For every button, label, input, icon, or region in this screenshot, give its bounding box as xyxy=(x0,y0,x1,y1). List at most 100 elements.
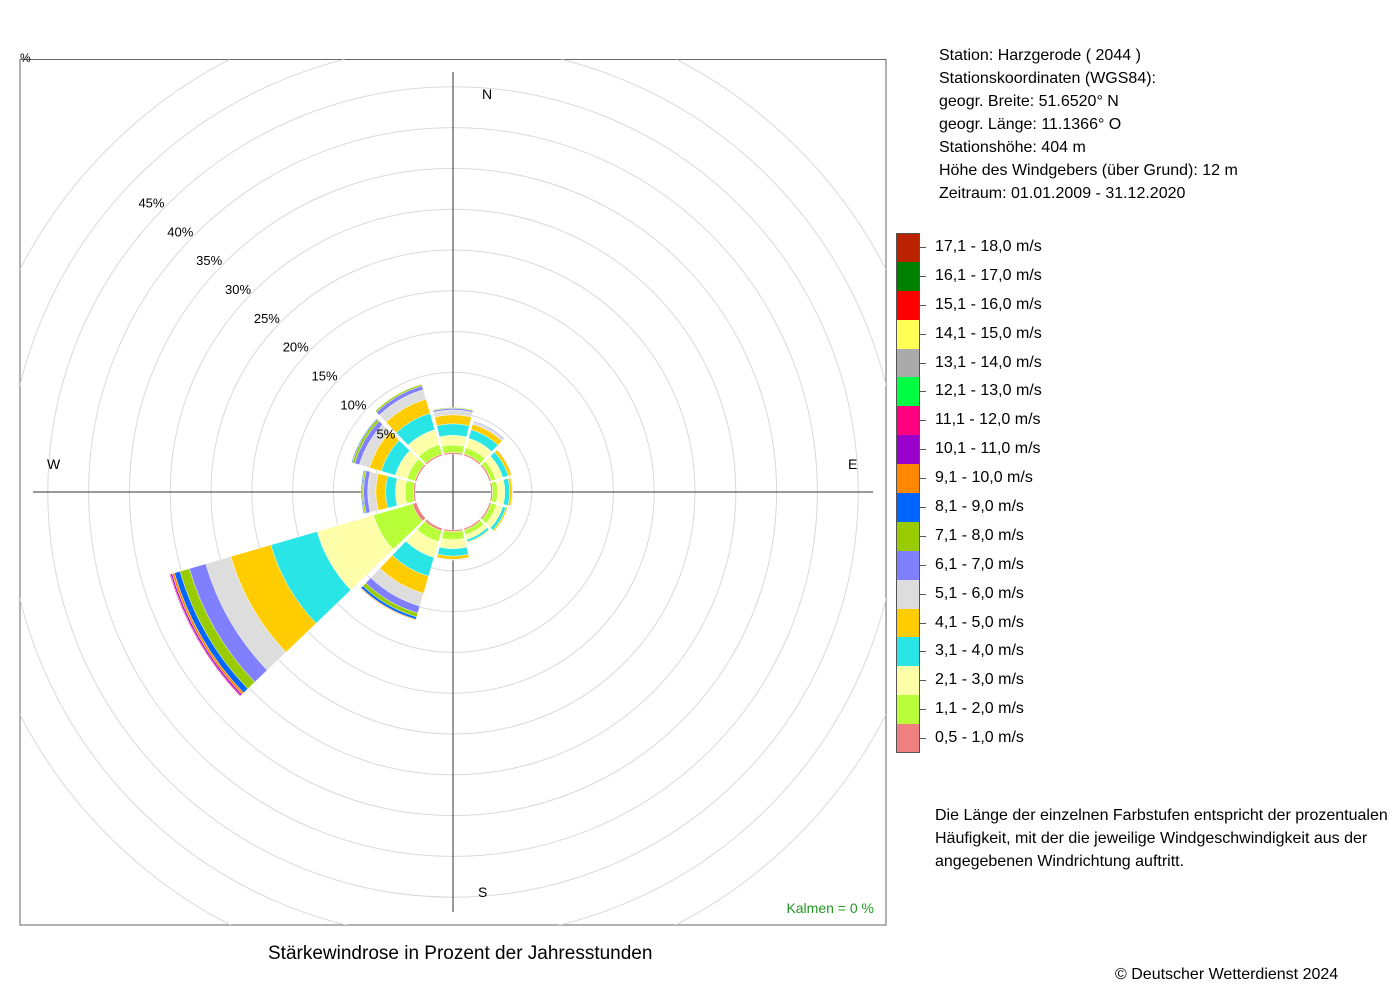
legend-item: 4,1 - 5,0 m/s xyxy=(896,608,1096,638)
wind-segment xyxy=(405,480,415,504)
legend-item: 12,1 - 13,0 m/s xyxy=(896,377,1096,407)
legend-item: 11,1 - 12,0 m/s xyxy=(896,406,1096,436)
wind-sector-30 xyxy=(463,420,505,465)
legend-item: 16,1 - 17,0 m/s xyxy=(896,261,1096,291)
legend-tick xyxy=(920,593,926,595)
legend-tick xyxy=(920,391,926,393)
legend-tick xyxy=(920,622,926,624)
radial-tick-label: 25% xyxy=(254,311,280,326)
wind-sector-90 xyxy=(489,477,514,507)
wind-sector-0 xyxy=(432,407,474,456)
legend-tick xyxy=(920,564,926,566)
legend-tick xyxy=(920,333,926,335)
legend-tick xyxy=(920,247,926,248)
legend-label: 16,1 - 17,0 m/s xyxy=(935,266,1042,284)
legend-label: 13,1 - 14,0 m/s xyxy=(935,353,1042,371)
legend-item: 3,1 - 4,0 m/s xyxy=(896,637,1096,667)
chart-title: Stärkewindrose in Prozent der Jahresstun… xyxy=(268,943,653,964)
wind-segment xyxy=(439,435,467,447)
wind-segment xyxy=(395,478,407,506)
legend-label: 3,1 - 4,0 m/s xyxy=(935,642,1024,660)
wind-segment xyxy=(351,418,378,463)
legend-tick xyxy=(920,680,926,682)
wind-segment xyxy=(360,587,417,621)
legend-label: 14,1 - 15,0 m/s xyxy=(935,324,1042,342)
legend-swatch xyxy=(896,579,920,609)
wind-segment xyxy=(360,469,365,515)
calm-label: Kalmen = 0 % xyxy=(786,900,874,916)
legend-tick xyxy=(920,478,926,480)
legend-label: 6,1 - 7,0 m/s xyxy=(935,555,1024,573)
legend-tick xyxy=(920,304,926,306)
legend-swatch xyxy=(896,521,920,551)
radial-unit-label: % xyxy=(20,51,31,65)
legend-label: 9,1 - 10,0 m/s xyxy=(935,469,1033,487)
legend-swatch xyxy=(896,290,920,320)
legend-label: 4,1 - 5,0 m/s xyxy=(935,613,1024,631)
legend-label: 11,1 - 12,0 m/s xyxy=(935,411,1041,429)
legend-swatch xyxy=(896,348,920,378)
legend-swatch xyxy=(896,464,920,494)
legend-swatch xyxy=(896,666,920,696)
legend-item: 5,1 - 6,0 m/s xyxy=(896,579,1096,609)
legend-item: 17,1 - 18,0 m/s xyxy=(896,233,1096,262)
radial-tick-label: 40% xyxy=(167,224,193,239)
legend-tick xyxy=(920,449,926,451)
legend-swatch xyxy=(896,377,920,407)
legend-swatch xyxy=(896,608,920,638)
legend-swatch xyxy=(896,493,920,522)
wind-sector-210 xyxy=(360,519,443,621)
legend-item: 14,1 - 15,0 m/s xyxy=(896,319,1096,349)
latitude: geogr. Breite: 51.6520° N xyxy=(939,93,1119,110)
wind-segment xyxy=(375,383,423,413)
legend-item: 15,1 - 16,0 m/s xyxy=(896,290,1096,320)
wind-segment xyxy=(432,407,474,411)
wind-segment xyxy=(441,444,465,454)
wind-sector-270 xyxy=(360,469,417,515)
wind-segment xyxy=(439,538,467,549)
legend-label: 1,1 - 2,0 m/s xyxy=(935,700,1024,718)
legend-label: 10,1 - 11,0 m/s xyxy=(935,440,1041,458)
legend-tick xyxy=(920,709,926,711)
radial-tick-label: 15% xyxy=(312,369,338,384)
longitude: geogr. Länge: 11.1366° O xyxy=(939,116,1122,133)
legend-label: 17,1 - 18,0 m/s xyxy=(935,238,1042,255)
legend-item: 10,1 - 11,0 m/s xyxy=(896,435,1096,465)
wind-sector-150 xyxy=(463,519,490,543)
legend-swatch xyxy=(896,233,920,262)
legend-label: 7,1 - 8,0 m/s xyxy=(935,526,1024,544)
legend-swatch xyxy=(896,695,920,725)
sensor-height: Höhe des Windgebers (über Grund): 12 m xyxy=(939,162,1238,179)
legend-label: 12,1 - 13,0 m/s xyxy=(935,382,1042,400)
wind-sector-300 xyxy=(351,418,426,482)
legend-swatch xyxy=(896,637,920,667)
wind-segment xyxy=(492,507,508,532)
legend-swatch xyxy=(896,319,920,349)
legend-swatch xyxy=(896,724,920,754)
radial-tick-label: 20% xyxy=(283,340,309,355)
speed-legend: 17,1 - 18,0 m/s 16,1 - 17,0 m/s 15,1 - 16,… xyxy=(896,233,1096,754)
wind-sector-180 xyxy=(436,528,470,561)
legend-tick xyxy=(920,420,926,422)
wind-sector-330 xyxy=(375,383,443,465)
station-name: Station: Harzgerode ( 2044 ) xyxy=(939,47,1141,64)
legend-label: 2,1 - 3,0 m/s xyxy=(935,671,1024,689)
plot-frame xyxy=(19,59,887,926)
wind-segment xyxy=(467,529,490,543)
wind-segment xyxy=(169,573,241,697)
legend-label: 15,1 - 16,0 m/s xyxy=(935,295,1042,313)
wind-segment xyxy=(510,477,514,507)
legend-tick xyxy=(920,275,926,277)
legend-tick xyxy=(920,362,926,364)
legend-item: 7,1 - 8,0 m/s xyxy=(896,521,1096,551)
legend-item: 8,1 - 9,0 m/s xyxy=(896,493,1096,522)
radial-tick-label: 5% xyxy=(376,426,395,441)
station-info: Station: Harzgerode ( 2044 ) Stationskoo… xyxy=(939,44,1238,205)
legend-item: 6,1 - 7,0 m/s xyxy=(896,550,1096,580)
radial-tick-label: 35% xyxy=(196,253,222,268)
radial-tick-label: 10% xyxy=(340,397,366,412)
wind-sector-120 xyxy=(480,502,508,532)
legend-tick xyxy=(920,738,926,740)
legend-item: 0,5 - 1,0 m/s xyxy=(896,724,1096,754)
